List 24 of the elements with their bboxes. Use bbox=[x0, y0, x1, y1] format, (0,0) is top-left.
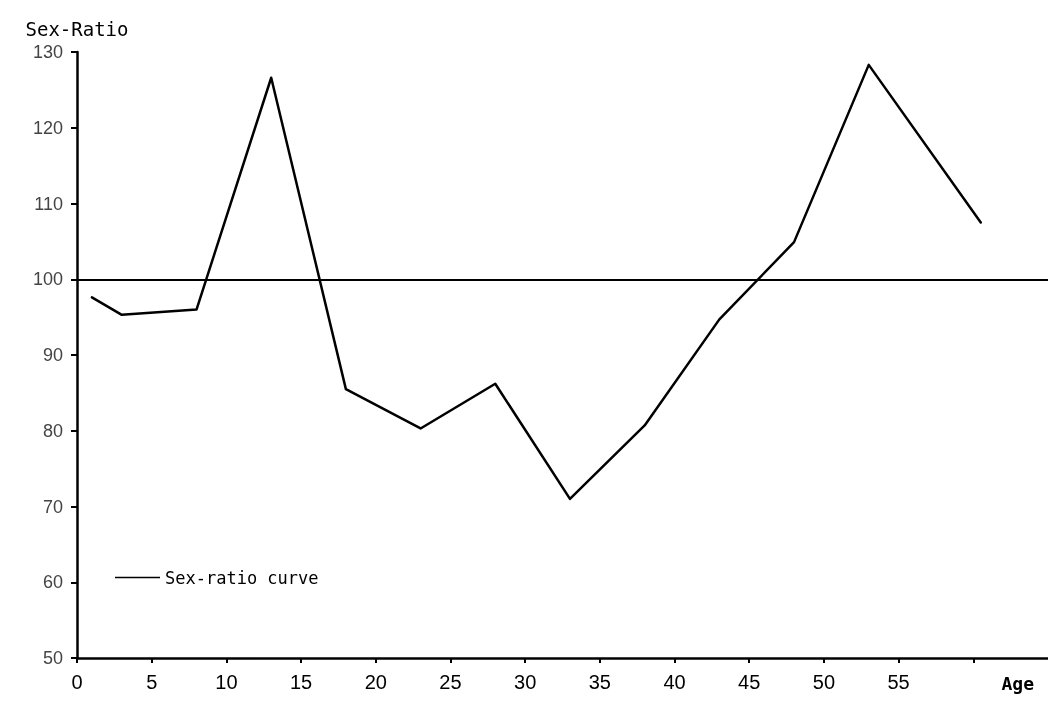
y-tick-label: 90 bbox=[42, 345, 63, 365]
y-tick-label: 70 bbox=[42, 496, 63, 517]
x-tick-label: 45 bbox=[738, 671, 761, 693]
y-tick-label: 100 bbox=[32, 269, 63, 290]
y-axis-title: Sex-Ratio bbox=[25, 17, 129, 40]
x-tick-label: 5 bbox=[146, 671, 158, 693]
x-tick-label: 40 bbox=[663, 671, 686, 693]
x-tick-label: 15 bbox=[289, 671, 313, 693]
y-tick-label: 80 bbox=[42, 420, 63, 441]
x-tick-label: 10 bbox=[215, 671, 238, 693]
x-tick-label: 55 bbox=[887, 671, 910, 693]
x-tick-label: 25 bbox=[439, 671, 462, 693]
y-tick-label: 120 bbox=[32, 117, 63, 138]
x-tick-label: 30 bbox=[514, 671, 537, 693]
y-tick-label: 110 bbox=[34, 193, 63, 214]
legend-label: Sex-ratio curve bbox=[165, 567, 319, 588]
x-tick-label: 20 bbox=[364, 671, 387, 693]
y-tick-label: 60 bbox=[42, 572, 63, 593]
y-tick-label: 50 bbox=[42, 648, 63, 668]
y-tick-label: 130 bbox=[32, 42, 63, 62]
x-tick-label: 0 bbox=[71, 671, 83, 693]
x-tick-label: 50 bbox=[812, 671, 836, 693]
x-tick-label: 35 bbox=[588, 671, 611, 693]
x-axis-title: Age bbox=[1001, 672, 1035, 694]
